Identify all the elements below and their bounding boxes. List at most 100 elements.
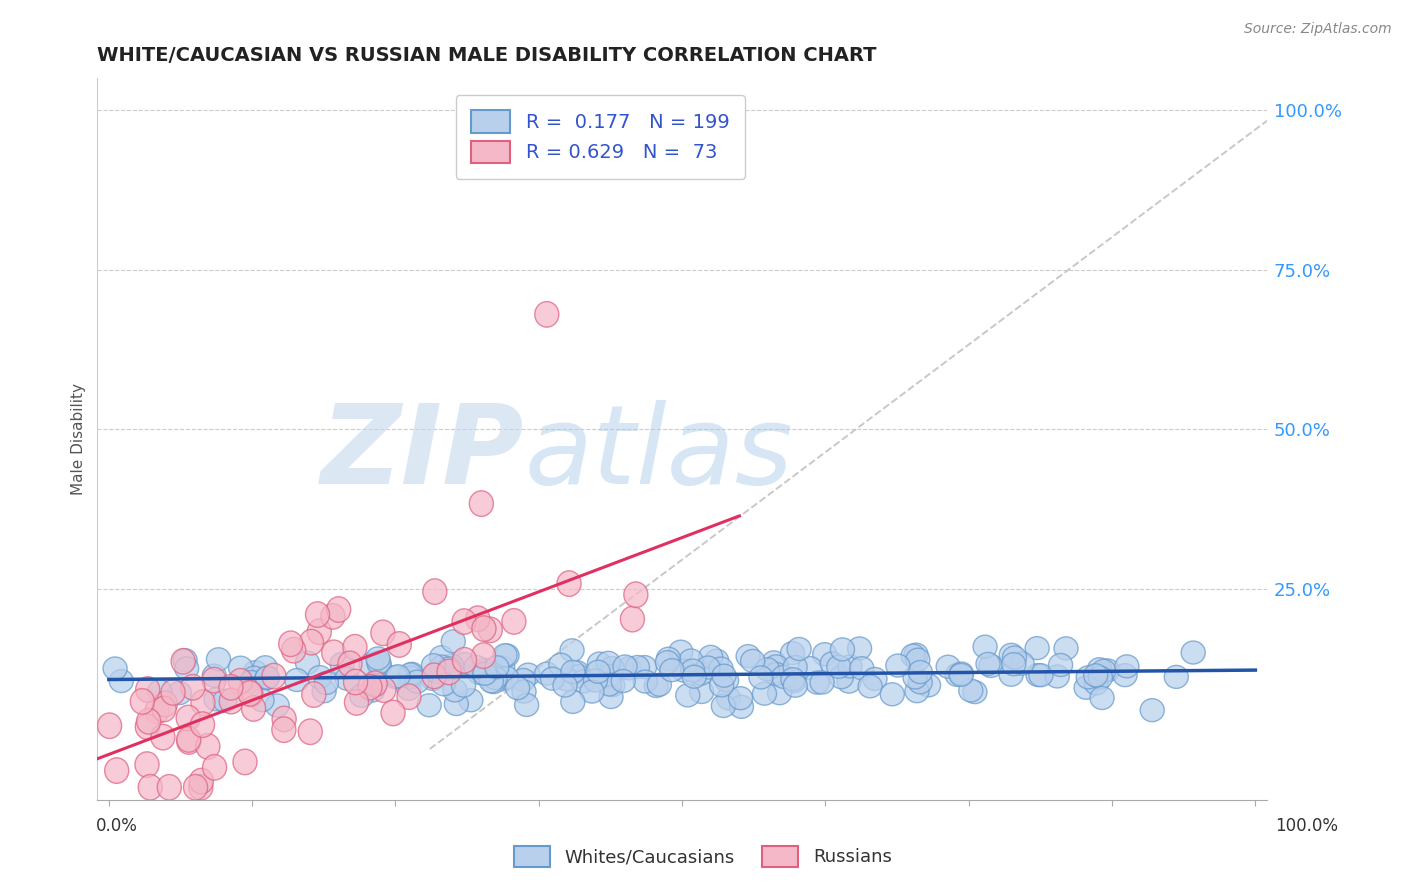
Ellipse shape <box>359 653 382 676</box>
Ellipse shape <box>177 727 201 752</box>
Ellipse shape <box>917 673 941 697</box>
Ellipse shape <box>1010 652 1035 675</box>
Y-axis label: Male Disability: Male Disability <box>72 383 86 495</box>
Ellipse shape <box>548 653 572 676</box>
Ellipse shape <box>704 649 728 673</box>
Ellipse shape <box>979 655 1002 677</box>
Ellipse shape <box>787 638 811 660</box>
Ellipse shape <box>453 609 477 634</box>
Ellipse shape <box>540 667 565 690</box>
Ellipse shape <box>172 648 195 674</box>
Text: ZIP: ZIP <box>321 400 524 507</box>
Ellipse shape <box>312 680 336 703</box>
Ellipse shape <box>831 638 855 661</box>
Ellipse shape <box>467 662 492 684</box>
Ellipse shape <box>239 671 263 694</box>
Ellipse shape <box>135 714 159 739</box>
Ellipse shape <box>135 752 159 778</box>
Ellipse shape <box>444 692 468 715</box>
Ellipse shape <box>281 638 305 663</box>
Ellipse shape <box>557 571 581 597</box>
Ellipse shape <box>838 655 862 678</box>
Ellipse shape <box>848 637 872 660</box>
Ellipse shape <box>1140 698 1164 722</box>
Ellipse shape <box>1045 665 1070 688</box>
Ellipse shape <box>491 668 515 690</box>
Ellipse shape <box>596 651 620 674</box>
Ellipse shape <box>709 657 733 680</box>
Text: atlas: atlas <box>524 400 793 507</box>
Ellipse shape <box>305 602 329 627</box>
Ellipse shape <box>1029 664 1053 687</box>
Ellipse shape <box>437 657 461 680</box>
Ellipse shape <box>239 681 263 706</box>
Ellipse shape <box>1088 666 1112 690</box>
Ellipse shape <box>1088 663 1112 686</box>
Ellipse shape <box>959 679 983 702</box>
Ellipse shape <box>772 665 796 689</box>
Ellipse shape <box>491 656 515 679</box>
Ellipse shape <box>250 689 274 712</box>
Ellipse shape <box>202 665 226 687</box>
Ellipse shape <box>278 631 302 657</box>
Ellipse shape <box>308 665 332 689</box>
Ellipse shape <box>458 689 482 712</box>
Ellipse shape <box>426 660 450 683</box>
Ellipse shape <box>858 675 882 698</box>
Ellipse shape <box>195 733 219 759</box>
Ellipse shape <box>717 687 741 710</box>
Ellipse shape <box>600 673 624 697</box>
Ellipse shape <box>350 684 374 707</box>
Ellipse shape <box>1087 657 1112 681</box>
Ellipse shape <box>432 673 456 696</box>
Text: WHITE/CAUCASIAN VS RUSSIAN MALE DISABILITY CORRELATION CHART: WHITE/CAUCASIAN VS RUSSIAN MALE DISABILI… <box>97 46 877 65</box>
Ellipse shape <box>699 645 723 668</box>
Ellipse shape <box>741 649 765 673</box>
Ellipse shape <box>271 717 295 742</box>
Ellipse shape <box>472 662 496 685</box>
Ellipse shape <box>387 665 411 688</box>
Ellipse shape <box>886 654 910 677</box>
Ellipse shape <box>326 597 350 623</box>
Ellipse shape <box>783 656 807 679</box>
Ellipse shape <box>337 651 361 677</box>
Ellipse shape <box>110 670 134 692</box>
Ellipse shape <box>534 301 558 327</box>
Ellipse shape <box>502 608 526 634</box>
Ellipse shape <box>219 689 243 714</box>
Ellipse shape <box>242 696 266 722</box>
Ellipse shape <box>183 774 208 800</box>
Ellipse shape <box>253 656 277 679</box>
Ellipse shape <box>512 668 536 691</box>
Ellipse shape <box>1114 664 1137 687</box>
Ellipse shape <box>190 712 215 738</box>
Ellipse shape <box>420 667 444 690</box>
Ellipse shape <box>1090 687 1114 709</box>
Ellipse shape <box>343 634 367 660</box>
Ellipse shape <box>437 659 461 685</box>
Ellipse shape <box>1000 643 1024 666</box>
Ellipse shape <box>830 665 853 689</box>
Ellipse shape <box>243 661 267 683</box>
Ellipse shape <box>657 648 681 670</box>
Ellipse shape <box>335 667 359 690</box>
Ellipse shape <box>364 670 388 693</box>
Ellipse shape <box>689 662 713 685</box>
Text: Source: ZipAtlas.com: Source: ZipAtlas.com <box>1244 22 1392 37</box>
Ellipse shape <box>676 684 700 706</box>
Ellipse shape <box>399 663 425 685</box>
Ellipse shape <box>806 671 830 694</box>
Ellipse shape <box>571 670 595 693</box>
Ellipse shape <box>672 659 696 682</box>
Ellipse shape <box>233 749 257 775</box>
Ellipse shape <box>418 694 441 717</box>
Ellipse shape <box>262 664 285 689</box>
Ellipse shape <box>506 676 530 699</box>
Ellipse shape <box>669 640 693 663</box>
Ellipse shape <box>579 680 605 703</box>
Ellipse shape <box>780 667 806 690</box>
Ellipse shape <box>145 698 169 723</box>
Ellipse shape <box>465 606 489 632</box>
Ellipse shape <box>1076 665 1101 689</box>
Ellipse shape <box>398 665 422 689</box>
